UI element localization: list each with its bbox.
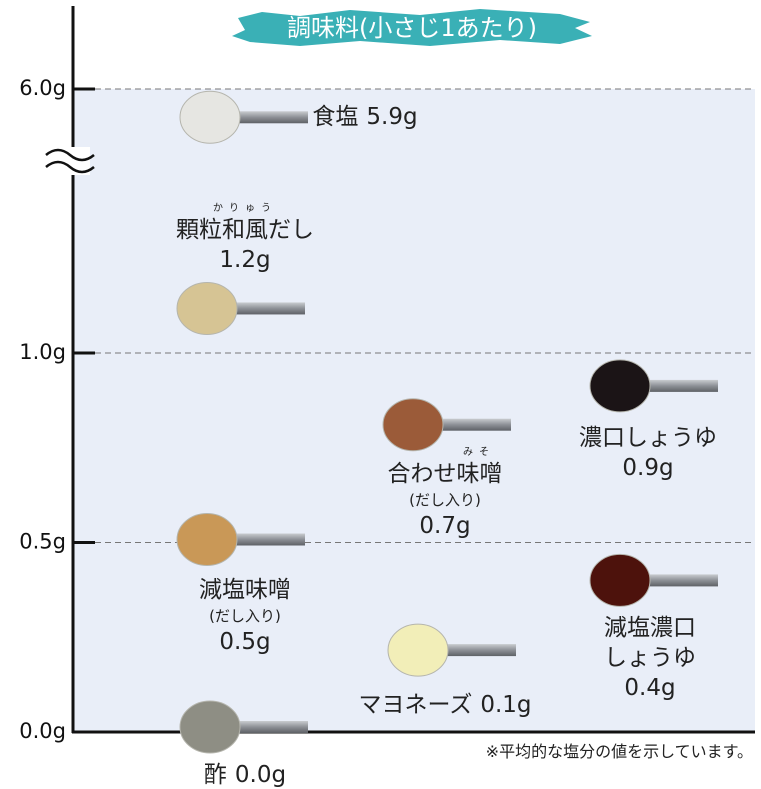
y-tick-label: 6.0g	[19, 76, 66, 100]
spoon	[589, 359, 718, 413]
spoon	[179, 90, 308, 144]
item-name: 合わせ味噌	[387, 461, 503, 487]
spoon	[382, 398, 511, 452]
value-label: 0.1g	[480, 692, 532, 718]
spoon-bowl	[382, 398, 444, 452]
value-label: 0.4g	[624, 675, 676, 701]
spoon	[176, 281, 305, 335]
item-note: (だし入り)	[209, 607, 281, 625]
spoon-handle	[440, 644, 516, 657]
item-label: マヨネーズ 0.1g	[335, 690, 555, 720]
item-name: 食塩	[312, 104, 359, 130]
spoon	[387, 623, 516, 677]
item-label: 酢 0.0g	[170, 760, 320, 789]
spoon-bowl	[387, 623, 449, 677]
spoon-handle	[229, 302, 305, 315]
item-label: 減塩味噌 (だし入り) 0.5g	[160, 575, 330, 657]
item-name: 酢	[203, 762, 227, 788]
spoon-bowl	[176, 513, 238, 566]
spoon	[589, 553, 718, 607]
axis-break	[45, 148, 95, 174]
label-line: 食塩 5.9g	[290, 102, 440, 132]
item-label: かりゅう顆粒和風だし 1.2g	[160, 203, 330, 275]
item-name: マヨネーズ	[358, 692, 473, 718]
value-label: 0.9g	[622, 455, 674, 481]
label-line: マヨネーズ 0.1g	[335, 690, 555, 720]
spoon-handle	[642, 379, 718, 392]
item-label: 濃口しょうゆ 0.9g	[563, 423, 733, 483]
item-note: (だし入り)	[409, 491, 481, 509]
y-tick-label: 1.0g	[19, 340, 66, 364]
ruby-text: かりゅう	[213, 203, 277, 214]
item-name: 濃口しょうゆ	[579, 425, 717, 451]
value-label: 5.9g	[366, 104, 418, 130]
spoon	[179, 700, 308, 754]
value-label: 0.0g	[234, 762, 287, 788]
item-label: 減塩濃口しょうゆ 0.4g	[595, 613, 705, 703]
y-tick-label: 0.0g	[19, 719, 66, 743]
item-name: 顆粒和風だし	[176, 217, 314, 243]
spoon-handle	[229, 533, 305, 546]
ruby-text: みそ	[463, 447, 495, 458]
value-label: 1.2g	[219, 247, 271, 273]
item-name: 減塩濃口しょうゆ	[604, 615, 696, 671]
spoon-bowl	[179, 90, 241, 144]
chart-title: 調味料(小さじ1あたり)	[287, 14, 537, 42]
value-label: 0.7g	[419, 513, 471, 539]
item-label: 食塩 5.9g	[290, 102, 440, 132]
title-banner	[232, 9, 592, 46]
spoon-handle	[642, 574, 718, 587]
spoon-bowl	[176, 281, 238, 335]
spoon-bowl	[589, 553, 651, 607]
spoon-bowl	[589, 359, 651, 413]
spoon-handle	[232, 111, 308, 124]
y-tick-label: 0.5g	[19, 530, 66, 554]
label-line: 酢 0.0g	[170, 760, 320, 789]
spoon-bowl	[179, 700, 241, 754]
footnote: ※平均的な塩分の値を示しています。	[485, 742, 753, 761]
spoon	[176, 513, 305, 566]
spoon-handle	[435, 418, 511, 431]
item-label: みそ合わせ味噌 (だし入り) 0.7g	[360, 447, 530, 541]
spoon-handle	[232, 721, 308, 733]
item-name: 減塩味噌	[199, 577, 291, 603]
value-label: 0.5g	[219, 629, 271, 655]
